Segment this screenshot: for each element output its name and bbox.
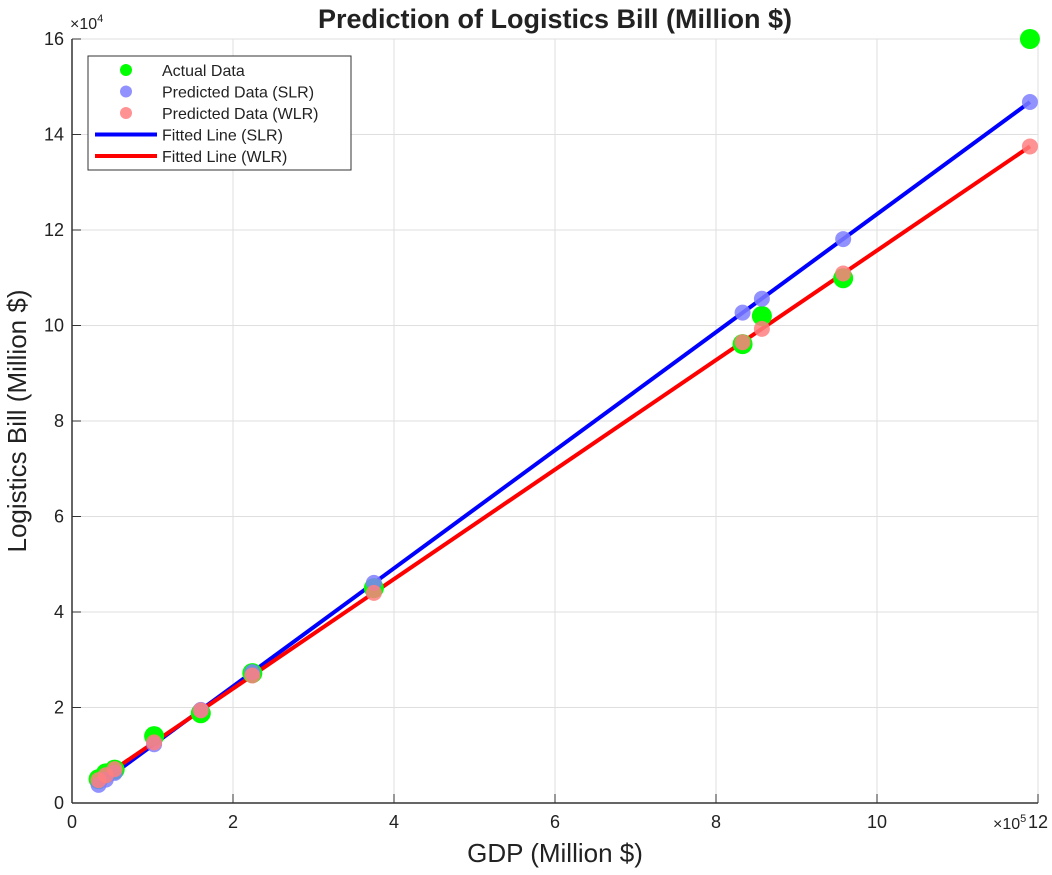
legend-marker	[120, 85, 132, 98]
x-tick-label: 4	[389, 812, 399, 832]
y-tick-label: 0	[54, 793, 64, 813]
data-point-slr	[734, 304, 751, 321]
y-multiplier: ×104	[70, 13, 103, 33]
legend-label: Predicted Data (SLR)	[162, 85, 314, 102]
y-tick-label: 2	[54, 698, 64, 718]
data-point-wlr	[365, 584, 382, 601]
axes: 0 2 4 6 8 10 12 0 2 4 6 8 10 12 14 16	[44, 29, 1048, 832]
legend-label: Fitted Line (SLR)	[162, 128, 283, 145]
legend-marker	[120, 64, 132, 76]
data-point-actual	[1019, 29, 1040, 49]
y-tick-label: 8	[54, 411, 64, 431]
y-tick-label: 10	[44, 316, 64, 336]
x-tick-label: 6	[550, 812, 560, 832]
y-tick-label: 6	[54, 507, 64, 527]
data-point-wlr	[835, 265, 852, 282]
data-point-actual	[751, 305, 772, 326]
x-multiplier: ×105	[993, 813, 1026, 833]
x-tick-label: 0	[67, 812, 77, 832]
x-tick-label: 10	[867, 812, 887, 832]
x-axis-label: GDP (Million $)	[467, 838, 643, 868]
chart-title: Prediction of Logistics Bill (Million $)	[318, 4, 792, 34]
data-point-slr	[835, 231, 852, 248]
x-tick-label: 8	[711, 812, 721, 832]
grid	[71, 38, 1039, 804]
data-point-slr	[1021, 94, 1038, 111]
data-point-wlr	[146, 734, 163, 751]
y-tick-label: 12	[44, 220, 64, 240]
x-tick-label: 2	[228, 812, 238, 832]
legend: Actual Data Predicted Data (SLR) Predicted…	[87, 55, 352, 171]
data-point-wlr	[753, 320, 770, 337]
x-tick-label: 12	[1028, 812, 1048, 832]
data-point-slr	[753, 290, 770, 307]
data-point-wlr	[106, 761, 123, 778]
fitted-lines	[97, 100, 1032, 787]
y-tick-label: 14	[44, 125, 64, 145]
data-point-wlr	[192, 702, 209, 719]
y-tick-label: 4	[54, 602, 64, 622]
legend-marker	[120, 107, 132, 119]
data-point-wlr	[734, 334, 751, 351]
y-tick-label: 16	[44, 29, 64, 49]
y-axis-label: Logistics Bill (Million $)	[2, 290, 32, 553]
fitted-line-slr	[97, 100, 1032, 787]
legend-label: Predicted Data (WLR)	[162, 106, 319, 123]
legend-label: Actual Data	[162, 63, 245, 80]
data-point-wlr	[1021, 138, 1038, 155]
legend-label: Fitted Line (WLR)	[162, 149, 287, 166]
fitted-line-wlr	[97, 144, 1032, 782]
data-point-wlr	[244, 667, 261, 684]
